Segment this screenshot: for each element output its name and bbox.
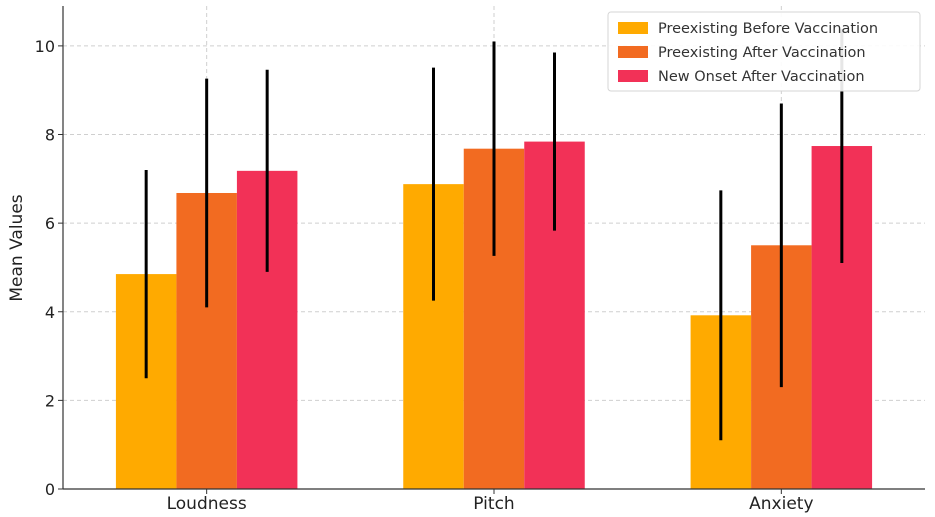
y-tick-label: 8 <box>45 126 55 145</box>
x-tick-label-pitch: Pitch <box>473 494 514 514</box>
legend-swatch <box>618 70 648 82</box>
bars <box>115 141 873 490</box>
legend: Preexisting Before Vaccination Preexistin… <box>607 11 921 92</box>
error-bars <box>144 29 844 441</box>
legend-swatch <box>618 22 648 34</box>
x-tick-label-anxiety: Anxiety <box>749 494 813 514</box>
legend-label: Preexisting Before Vaccination <box>658 21 878 37</box>
legend-swatch <box>618 46 648 58</box>
y-axis-title: Mean Values <box>7 194 27 301</box>
y-tick-label: 4 <box>45 303 55 322</box>
axes: 0 2 4 6 8 10 Loudness Pitch Anxiety <box>35 6 925 514</box>
x-tick-label-loudness: Loudness <box>167 494 247 514</box>
y-tick-label: 0 <box>45 480 55 499</box>
legend-box <box>607 11 921 92</box>
y-tick-label: 2 <box>45 391 55 410</box>
legend-label: Preexisting After Vaccination <box>658 45 866 61</box>
y-tick-label: 10 <box>35 37 55 56</box>
legend-label: New Onset After Vaccination <box>658 69 865 85</box>
y-tick-label: 6 <box>45 214 55 233</box>
